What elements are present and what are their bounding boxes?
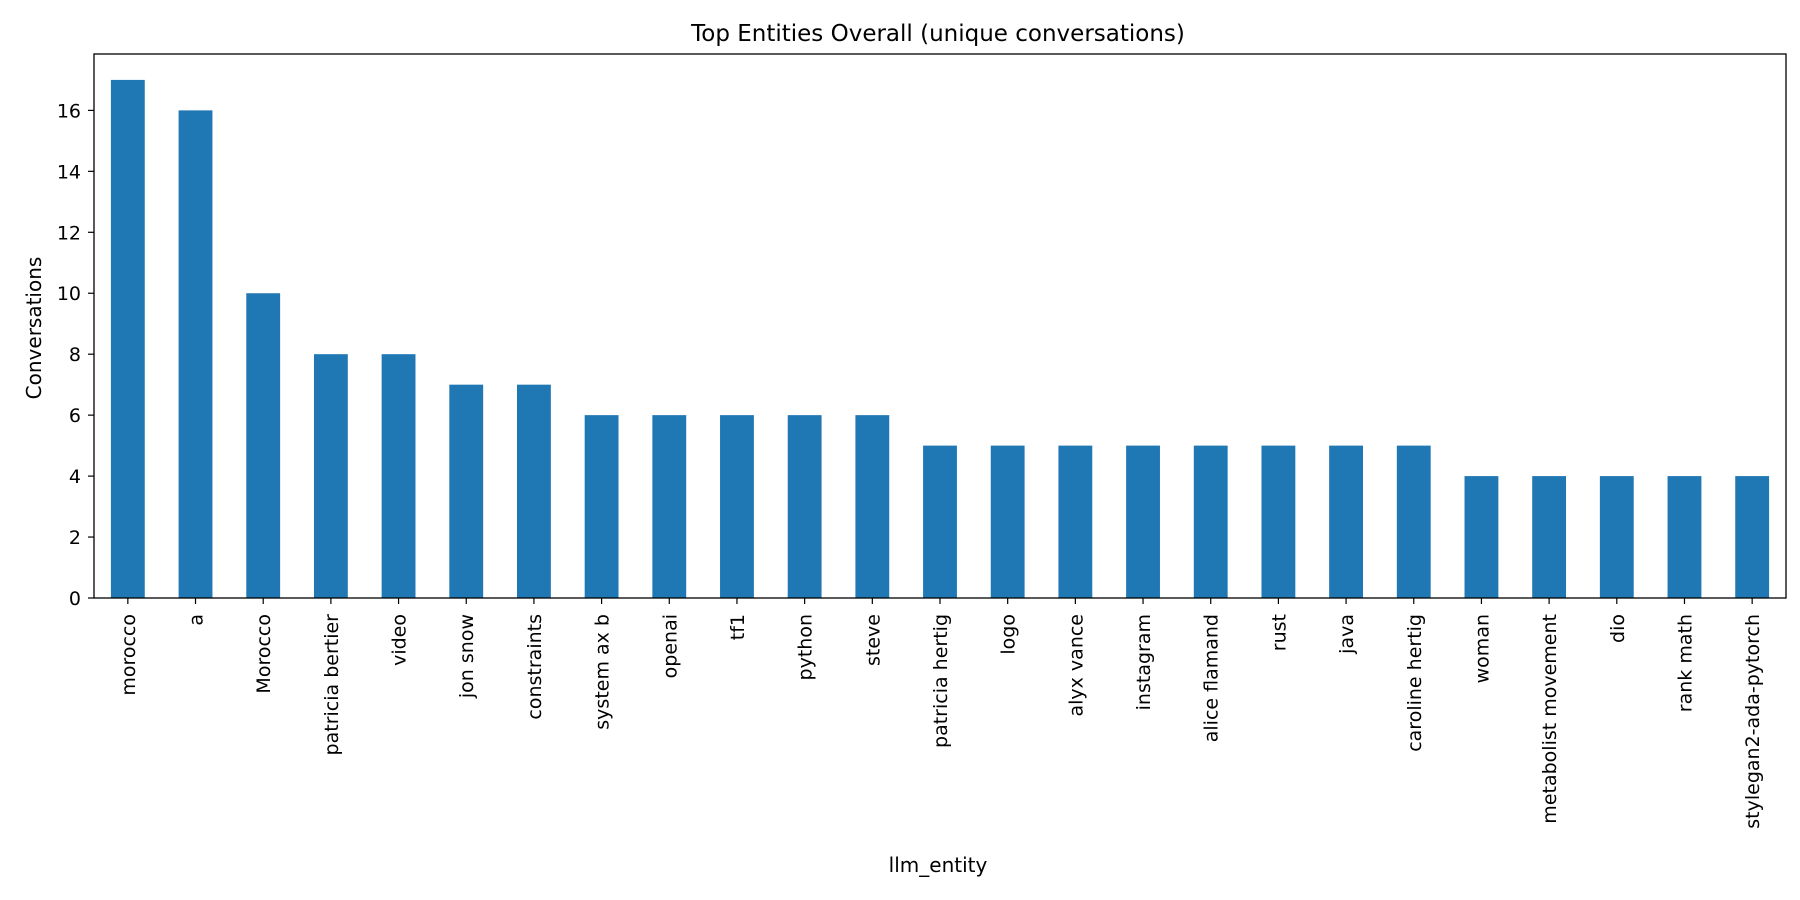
x-tick-label: patricia hertig	[930, 614, 952, 748]
bar-11	[855, 415, 890, 598]
chart-title: Top Entities Overall (unique conversatio…	[690, 21, 1185, 47]
bar-6	[517, 384, 551, 598]
bar-7	[584, 415, 619, 598]
x-tick-label: openai	[659, 614, 681, 678]
bar-9	[720, 415, 754, 598]
bar-16	[1193, 445, 1228, 598]
x-tick-label: rust	[1268, 614, 1290, 651]
x-tick-label: patricia bertier	[321, 614, 343, 756]
x-tick-label: alyx vance	[1065, 614, 1087, 717]
x-tick-label: morocco	[118, 614, 140, 696]
x-tick-label: woman	[1471, 614, 1493, 683]
bar-22	[1599, 476, 1634, 598]
x-tick-label: alice flamand	[1201, 614, 1223, 742]
bar-15	[1126, 445, 1160, 598]
bar-10	[787, 415, 822, 598]
x-tick-label: jon snow	[456, 614, 478, 699]
bar-8	[652, 415, 687, 598]
bar-13	[990, 445, 1025, 598]
x-tick-label: caroline hertig	[1404, 614, 1426, 752]
bar-18	[1329, 445, 1363, 598]
x-tick-label: constraints	[524, 614, 546, 720]
x-axis-label: llm_entity	[889, 853, 988, 877]
y-tick-label: 16	[57, 100, 81, 122]
x-tick-label: Morocco	[253, 614, 275, 694]
bar-20	[1464, 476, 1499, 598]
x-tick-label: java	[1336, 614, 1358, 655]
y-tick-label: 4	[69, 466, 81, 488]
x-tick-label: steve	[862, 614, 884, 666]
bar-5	[449, 384, 484, 598]
x-tick-label: system ax b	[592, 614, 614, 730]
x-tick-label: a	[186, 614, 208, 626]
x-axis-ticks: morocco a Morocco patricia bertier video jon …	[118, 598, 1764, 829]
x-tick-label: rank math	[1674, 614, 1696, 712]
bar-2	[246, 293, 281, 598]
y-axis-label: Conversations	[22, 257, 46, 400]
x-tick-label: python	[795, 614, 817, 680]
x-tick-label: tf1	[727, 614, 749, 640]
bar-24	[1735, 476, 1770, 598]
bar-21	[1532, 476, 1567, 598]
y-tick-label: 6	[69, 405, 81, 427]
bar-4	[381, 354, 416, 598]
y-axis-ticks: 0 2 4 6 8 10 12 14 16	[57, 100, 94, 610]
y-tick-label: 8	[69, 344, 81, 366]
y-tick-label: 14	[57, 161, 81, 183]
x-tick-label: video	[389, 614, 411, 666]
bar-19	[1396, 445, 1431, 598]
y-tick-label: 12	[57, 222, 81, 244]
y-tick-label: 0	[69, 588, 81, 610]
x-tick-label: stylegan2-ada-pytorch	[1742, 614, 1764, 829]
bar-1	[178, 110, 213, 598]
plot-frame	[93, 53, 1787, 599]
bar-17	[1261, 445, 1296, 598]
bar-23	[1667, 476, 1702, 598]
x-tick-label: logo	[998, 614, 1020, 655]
bar-3	[313, 354, 348, 598]
bar-0	[110, 79, 145, 598]
x-tick-label: dio	[1607, 614, 1629, 643]
y-tick-label: 10	[57, 283, 81, 305]
x-tick-label: metabolist movement	[1539, 614, 1561, 824]
y-tick-label: 2	[69, 527, 81, 549]
bars-group	[110, 79, 1770, 598]
bar-14	[1058, 445, 1093, 598]
x-tick-label: instagram	[1133, 614, 1155, 710]
bar-12	[923, 445, 957, 598]
